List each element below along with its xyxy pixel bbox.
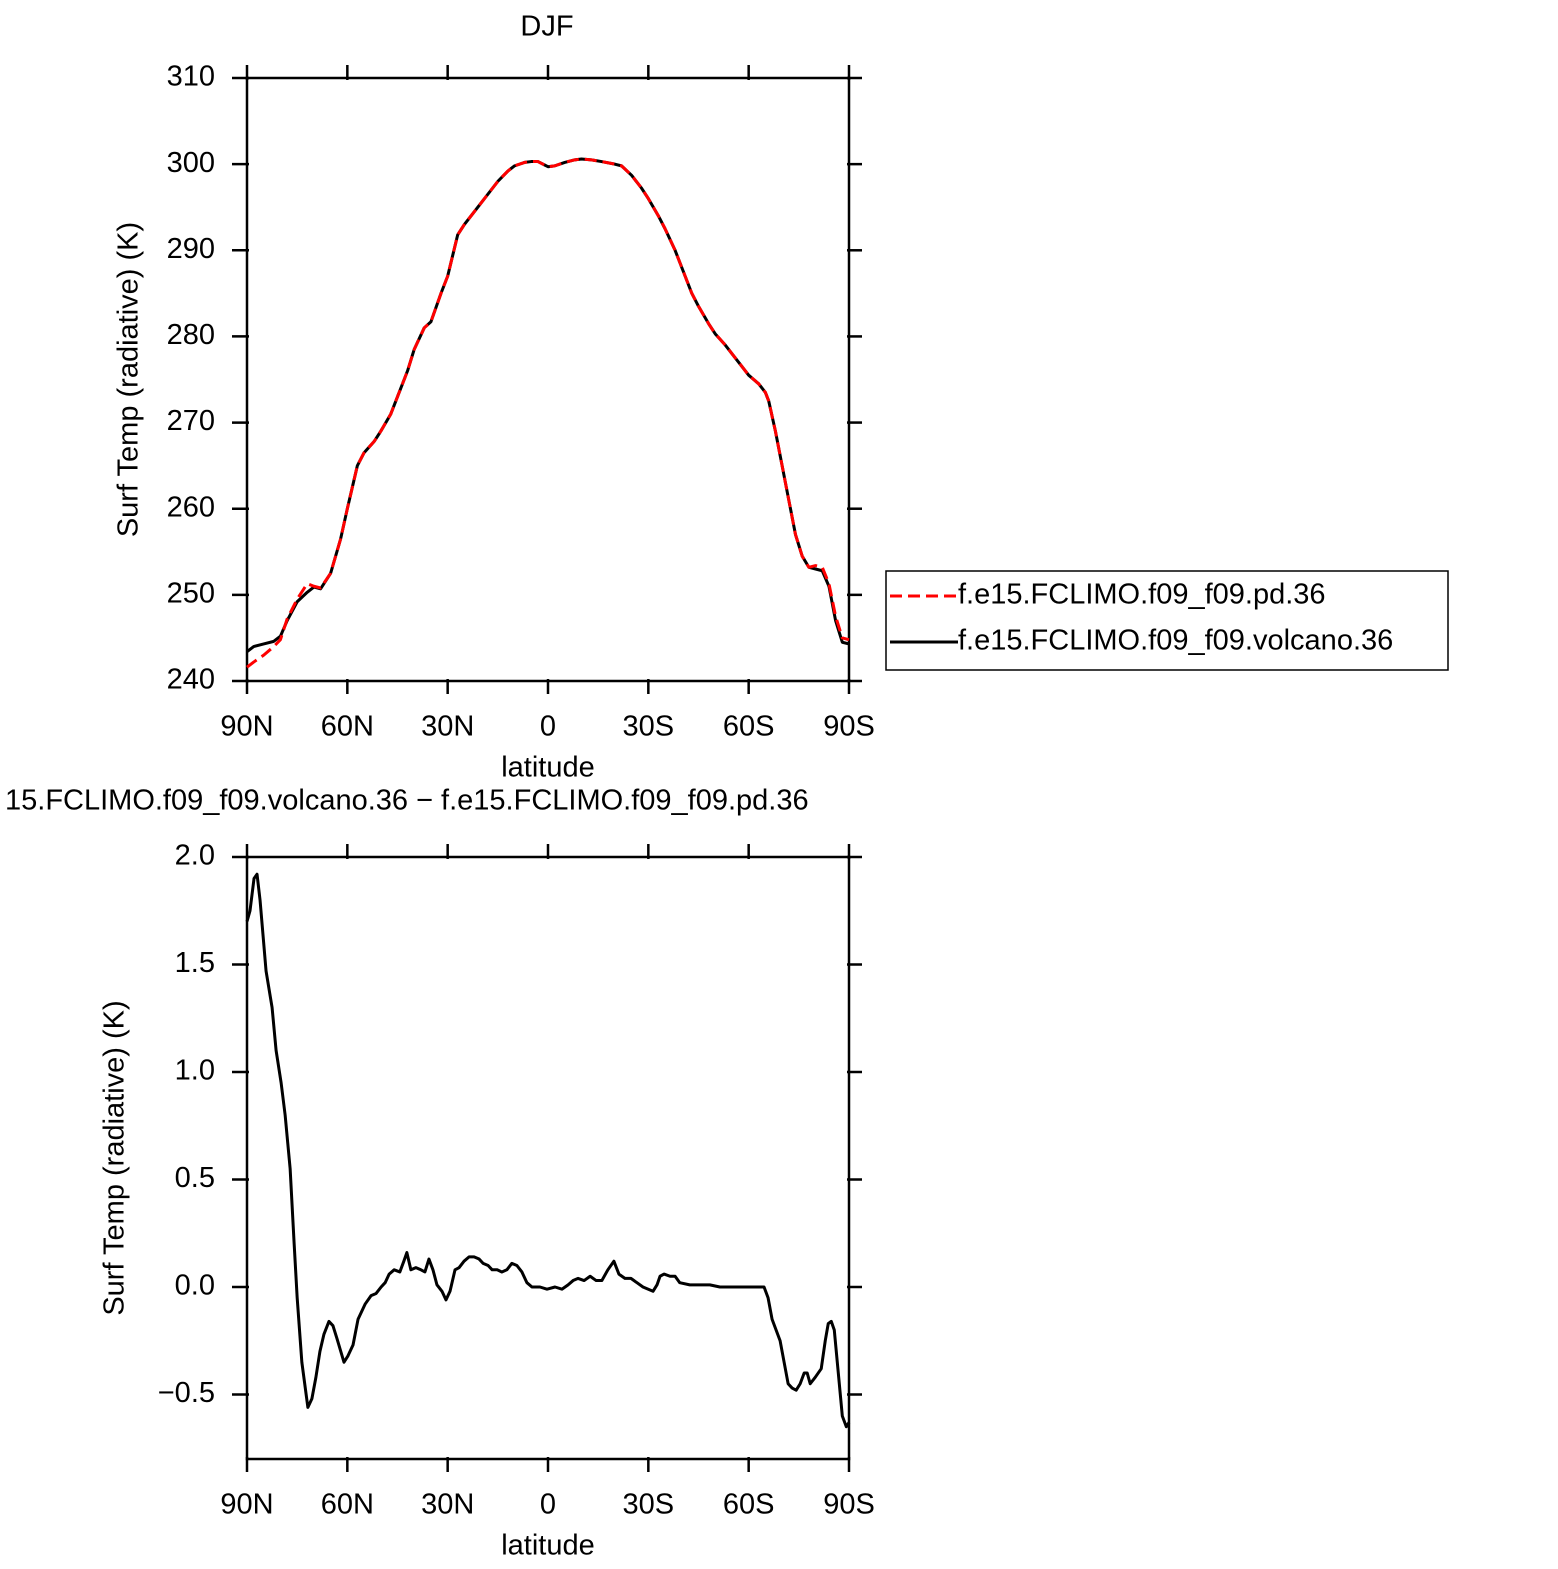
y-tick-label: 290	[167, 233, 215, 265]
x-tick-label: 60N	[321, 711, 374, 743]
y-tick-label: 2.0	[175, 840, 215, 872]
x-axis-label: latitude	[501, 1530, 595, 1562]
y-tick-label: 260	[167, 491, 215, 523]
y-tick-label: −0.5	[158, 1377, 215, 1409]
x-tick-label: 30N	[421, 1489, 474, 1521]
x-tick-label: 60S	[723, 711, 775, 743]
y-axis-label: Surf Temp (radiative) (K)	[99, 1000, 131, 1315]
plot-frame	[245, 76, 851, 683]
x-axis-label: latitude	[501, 752, 595, 784]
y-tick-label: 0.0	[175, 1270, 215, 1302]
y-tick-label: 1.0	[175, 1055, 215, 1087]
legend-box	[885, 570, 1449, 671]
data-line	[246, 157, 850, 669]
x-tick-label: 90S	[823, 1489, 875, 1521]
y-tick-label: 310	[167, 61, 215, 93]
plot-frame	[245, 855, 851, 1461]
y-tick-label: 270	[167, 405, 215, 437]
x-tick-label: 90N	[220, 711, 273, 743]
y-tick-label: 240	[167, 664, 215, 696]
y-tick-label: 300	[167, 147, 215, 179]
y-axis-label: Surf Temp (radiative) (K)	[113, 222, 145, 537]
x-tick-label: 30S	[623, 1489, 675, 1521]
x-tick-label: 90S	[823, 711, 875, 743]
x-tick-label: 0	[540, 1489, 556, 1521]
y-tick-label: 1.5	[175, 947, 215, 979]
x-tick-label: 90N	[220, 1489, 273, 1521]
chart-title: DJF	[520, 11, 573, 43]
legend-label: f.e15.FCLIMO.f09_f09.pd.36	[958, 579, 1326, 611]
x-tick-label: 30S	[623, 711, 675, 743]
y-tick-label: 250	[167, 578, 215, 610]
x-tick-label: 30N	[421, 711, 474, 743]
legend-label: f.e15.FCLIMO.f09_f09.volcano.36	[958, 625, 1393, 657]
chart-title: 15.FCLIMO.f09_f09.volcano.36 − f.e15.FCL…	[5, 785, 809, 817]
x-tick-label: 0	[540, 711, 556, 743]
x-tick-label: 60S	[723, 1489, 775, 1521]
x-tick-label: 60N	[321, 1489, 374, 1521]
data-line	[246, 157, 850, 653]
data-line	[245, 872, 851, 1429]
y-tick-label: 0.5	[175, 1162, 215, 1194]
y-tick-label: 280	[167, 319, 215, 351]
